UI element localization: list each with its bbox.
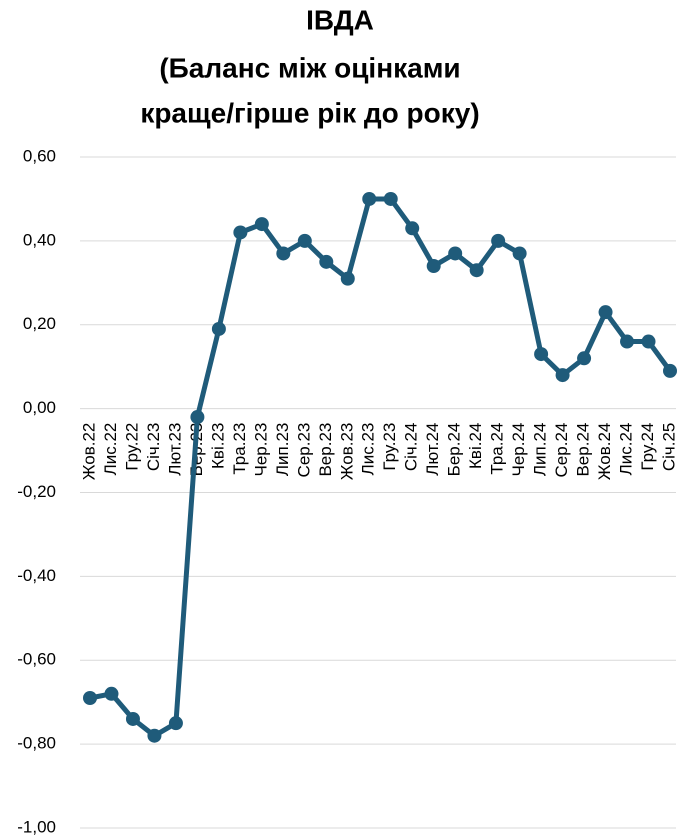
x-tick-label: Гру.23 [380,423,399,471]
x-tick-label: Кві.24 [466,423,485,469]
data-point [254,217,269,232]
x-tick-label: Лис.23 [359,423,378,476]
data-point [190,410,205,425]
data-point [383,191,398,206]
data-point [598,305,613,320]
data-point [448,246,463,261]
x-tick-label: Лис.24 [617,423,636,476]
chart-title: краще/гірше рік до року) [140,97,479,128]
data-point [469,263,484,278]
x-tick-label: Чер.23 [251,423,270,477]
data-point [104,686,119,701]
x-tick-label: Жов.24 [595,423,614,481]
y-tick-label: 0,60 [23,146,56,165]
x-tick-label: Лис.22 [101,423,120,476]
y-tick-label: -0,60 [17,650,56,669]
y-tick-label: -0,20 [17,482,56,501]
chart-title: (Баланс між оцінками [159,52,460,83]
x-tick-label: Чер.24 [509,423,528,477]
data-point [512,246,527,261]
y-tick-label: 0,00 [23,398,56,417]
y-tick-label: -1,00 [17,817,56,836]
x-tick-label: Лют.23 [165,423,184,476]
x-tick-label: Гру.22 [122,423,141,471]
x-tick-label: Жов.22 [79,423,98,481]
x-tick-label: Тра.23 [230,423,249,475]
data-point [534,347,549,362]
data-point [663,363,677,378]
data-point [577,351,592,366]
x-tick-label: Тра.24 [488,423,507,475]
data-point [641,334,656,349]
x-tick-label: Вер.23 [316,423,335,477]
data-point [83,690,97,705]
x-tick-label: Сер.23 [294,423,313,478]
x-tick-label: Лют.24 [423,423,442,476]
data-point [233,225,248,240]
y-tick-label: -0,80 [17,734,56,753]
x-tick-label: Сер.24 [552,423,571,478]
data-point [297,233,312,248]
x-tick-label: Лип.23 [273,423,292,477]
data-point [362,191,377,206]
y-tick-label: -0,40 [17,566,56,585]
data-point [276,246,291,261]
data-point [147,728,162,743]
x-tick-label: Лип.24 [531,423,550,477]
data-point [620,334,635,349]
x-tick-label: Гру.24 [638,423,657,471]
x-tick-label: Бер.24 [445,423,464,477]
data-point [405,221,420,236]
x-tick-label: Вер.24 [574,423,593,477]
data-point [125,711,140,726]
x-tick-label: Кві.23 [208,423,227,469]
data-point [426,259,441,274]
data-point [168,716,183,731]
y-tick-label: 0,40 [23,230,56,249]
x-tick-label: Січ.23 [144,423,163,472]
x-tick-label: Січ.25 [659,423,678,472]
data-point [340,271,355,286]
chart-title: ІВДА [306,4,374,35]
data-point [211,321,226,336]
data-line [89,196,673,739]
x-tick-label: Жов.23 [337,423,356,481]
data-point [555,368,570,383]
x-tick-label: Січ.24 [402,423,421,472]
data-point [491,233,506,248]
data-point [319,254,334,269]
y-tick-label: 0,20 [23,314,56,333]
